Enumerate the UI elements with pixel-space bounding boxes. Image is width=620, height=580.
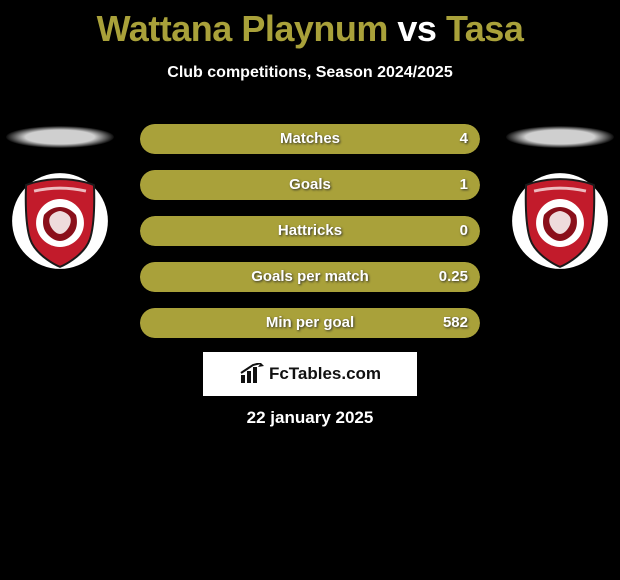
player2-name: Tasa <box>446 8 523 49</box>
stat-value-right: 1 <box>460 170 468 200</box>
stat-value-right: 4 <box>460 124 468 154</box>
stat-value-right: 0 <box>460 216 468 246</box>
brand-box: FcTables.com <box>203 352 417 396</box>
badge-shadow-left <box>6 126 114 148</box>
subtitle: Club competitions, Season 2024/2025 <box>0 64 620 82</box>
stat-row: Hattricks0 <box>140 216 480 246</box>
club-badge-right <box>510 171 610 271</box>
stat-label: Matches <box>140 124 480 154</box>
player1-name: Wattana Playnum <box>97 8 388 49</box>
stat-label: Min per goal <box>140 308 480 338</box>
stat-row: Goals1 <box>140 170 480 200</box>
stat-row: Min per goal582 <box>140 308 480 338</box>
date-label: 22 january 2025 <box>0 408 620 428</box>
stats-panel: Matches4Goals1Hattricks0Goals per match0… <box>140 124 480 354</box>
chart-icon <box>239 363 265 385</box>
stat-row: Goals per match0.25 <box>140 262 480 292</box>
club-badge-left <box>10 171 110 271</box>
stat-value-right: 582 <box>443 308 468 338</box>
vs-label: vs <box>397 8 436 49</box>
stat-label: Goals per match <box>140 262 480 292</box>
stat-value-right: 0.25 <box>439 262 468 292</box>
brand-text: FcTables.com <box>269 364 381 384</box>
page-title: Wattana Playnum vs Tasa <box>0 0 620 50</box>
stat-label: Goals <box>140 170 480 200</box>
stat-row: Matches4 <box>140 124 480 154</box>
badge-shadow-right <box>506 126 614 148</box>
stat-label: Hattricks <box>140 216 480 246</box>
